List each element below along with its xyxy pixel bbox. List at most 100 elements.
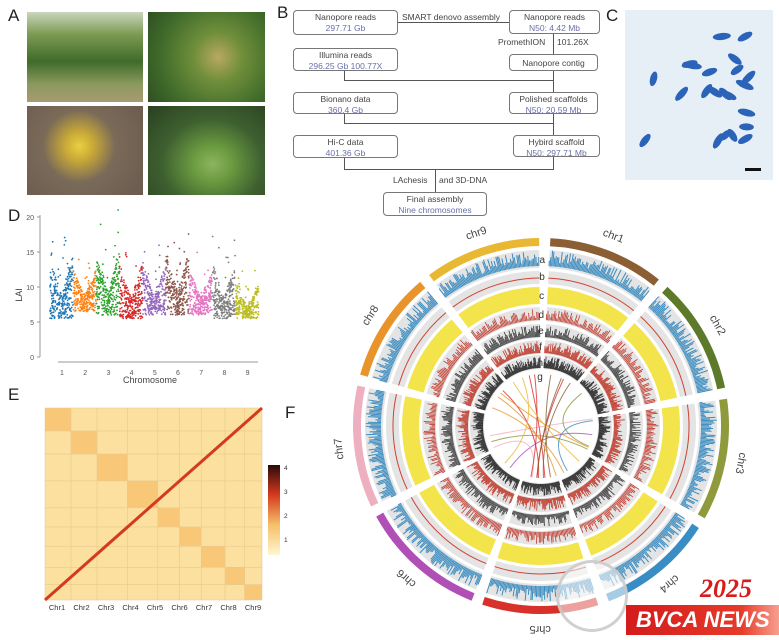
track-bar	[558, 362, 563, 371]
track-bar	[475, 435, 484, 438]
track-a-bar	[697, 457, 702, 459]
track-bar	[626, 360, 632, 364]
track-bar	[475, 491, 482, 498]
track-bar	[574, 333, 579, 344]
track-bar	[608, 453, 616, 458]
track-a-bar	[375, 391, 385, 394]
track-bar	[582, 523, 588, 532]
track-bar	[592, 347, 598, 355]
track-bar	[484, 447, 488, 451]
track-bar	[596, 353, 599, 357]
track-a-bar	[368, 438, 382, 441]
data-point	[78, 301, 81, 303]
track-bar	[527, 482, 531, 491]
track-a-bar	[673, 328, 686, 337]
chromosome-blob	[719, 90, 737, 101]
track-bar	[451, 459, 459, 464]
track-bar	[552, 514, 554, 519]
data-point	[248, 312, 251, 315]
data-point	[137, 286, 140, 289]
track-a-background	[386, 502, 483, 590]
track-bar	[559, 350, 562, 356]
track-bar	[612, 367, 620, 374]
data-point	[233, 309, 236, 312]
data-point	[131, 317, 134, 320]
data-point	[79, 306, 82, 308]
box-title: Hi-C data	[327, 137, 364, 147]
track-bar	[579, 379, 584, 384]
box-bionano: Bionano data 360.4 Gb	[293, 92, 398, 115]
track-bar	[522, 496, 525, 505]
data-point	[187, 259, 190, 262]
track-bar	[448, 366, 452, 370]
track-bar	[569, 316, 573, 325]
track-bar	[460, 374, 467, 379]
heatmap-block	[70, 507, 98, 528]
data-point	[101, 277, 104, 280]
data-point	[237, 306, 239, 309]
track-bar	[596, 440, 607, 445]
data-point	[107, 310, 109, 313]
track-a-bar	[377, 468, 388, 473]
track-bar	[596, 408, 603, 411]
track-bar	[554, 358, 559, 370]
track-a-bar	[697, 458, 707, 462]
track-bar	[580, 381, 583, 384]
data-point	[229, 313, 232, 316]
heatmap-block	[224, 584, 245, 601]
track-a-bar	[377, 445, 383, 447]
track-a-bar	[696, 463, 703, 466]
connector	[553, 71, 554, 92]
track-bar	[558, 316, 561, 322]
track-bar	[588, 480, 592, 484]
track-a-bar	[390, 340, 403, 348]
track-bar	[461, 433, 469, 435]
track-bar	[547, 360, 550, 369]
track-bar	[525, 513, 528, 518]
track-a-bar	[374, 448, 383, 452]
heatmap-block	[179, 545, 202, 568]
track-a-bar	[694, 376, 705, 381]
track-bar	[613, 477, 618, 481]
track-bar	[441, 410, 454, 414]
track-bar	[582, 504, 588, 512]
data-point	[173, 285, 176, 288]
track-bar	[624, 356, 632, 362]
track-bar	[499, 505, 502, 509]
track-bar	[454, 383, 462, 388]
data-point	[227, 309, 230, 312]
data-point	[156, 310, 159, 313]
track-a-bar	[554, 585, 557, 597]
data-point	[71, 273, 74, 276]
data-point	[79, 285, 82, 288]
track-a-bar	[395, 510, 406, 518]
data-point	[62, 313, 65, 315]
track-bar	[493, 384, 498, 389]
data-point	[217, 246, 220, 249]
track-a-bar	[380, 358, 394, 365]
track-bar	[483, 391, 492, 397]
track-bar	[585, 522, 588, 525]
data-point	[157, 309, 160, 312]
edge-label-promethion: PromethION	[498, 37, 546, 47]
data-point	[137, 296, 140, 299]
data-point	[196, 297, 199, 300]
track-bar	[583, 522, 588, 530]
heatmap-block	[127, 526, 159, 547]
track-bar	[496, 504, 500, 511]
data-point	[192, 305, 195, 308]
track-bar	[508, 493, 514, 504]
data-point	[124, 285, 126, 287]
track-a-bar	[515, 584, 519, 597]
track-bar	[496, 487, 503, 497]
track-bar	[474, 411, 485, 415]
track-bar	[569, 476, 573, 481]
data-point	[74, 287, 76, 290]
chromosome-label: chr8	[360, 303, 382, 327]
track-bar	[584, 361, 590, 368]
chromosome-label: chr4	[657, 572, 681, 595]
track-bar	[640, 460, 644, 463]
track-a-bar	[388, 343, 401, 351]
data-point	[151, 295, 154, 298]
track-a-bar	[501, 581, 506, 596]
